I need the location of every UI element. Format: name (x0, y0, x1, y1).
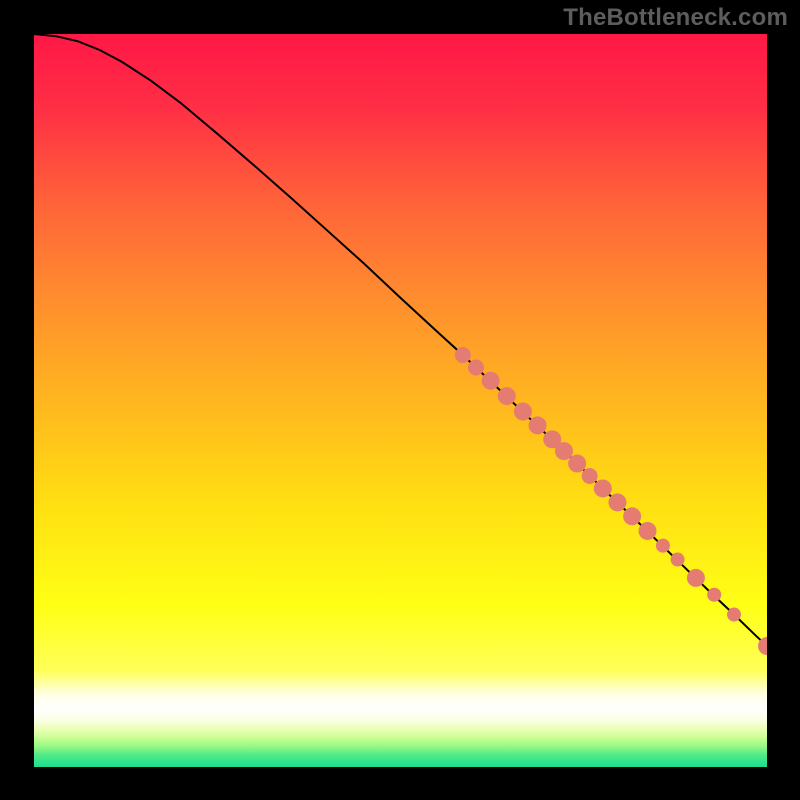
watermark-text: TheBottleneck.com (563, 4, 788, 32)
data-marker (498, 387, 516, 405)
chart-stage: TheBottleneck.com (0, 0, 800, 800)
data-marker (514, 403, 532, 421)
data-marker (758, 637, 776, 655)
plot-background (34, 34, 767, 767)
data-marker (608, 493, 626, 511)
data-marker (482, 372, 500, 390)
data-marker (656, 539, 670, 553)
data-marker (594, 479, 612, 497)
data-marker (707, 588, 721, 602)
data-marker (687, 569, 705, 587)
chart-svg (0, 0, 800, 800)
data-marker (568, 455, 586, 473)
data-marker (727, 608, 741, 622)
data-marker (671, 553, 685, 567)
data-marker (639, 522, 657, 540)
data-marker (529, 416, 547, 434)
data-marker (555, 442, 573, 460)
data-marker (582, 468, 598, 484)
data-marker (468, 360, 484, 376)
data-marker (455, 347, 471, 363)
data-marker (623, 507, 641, 525)
